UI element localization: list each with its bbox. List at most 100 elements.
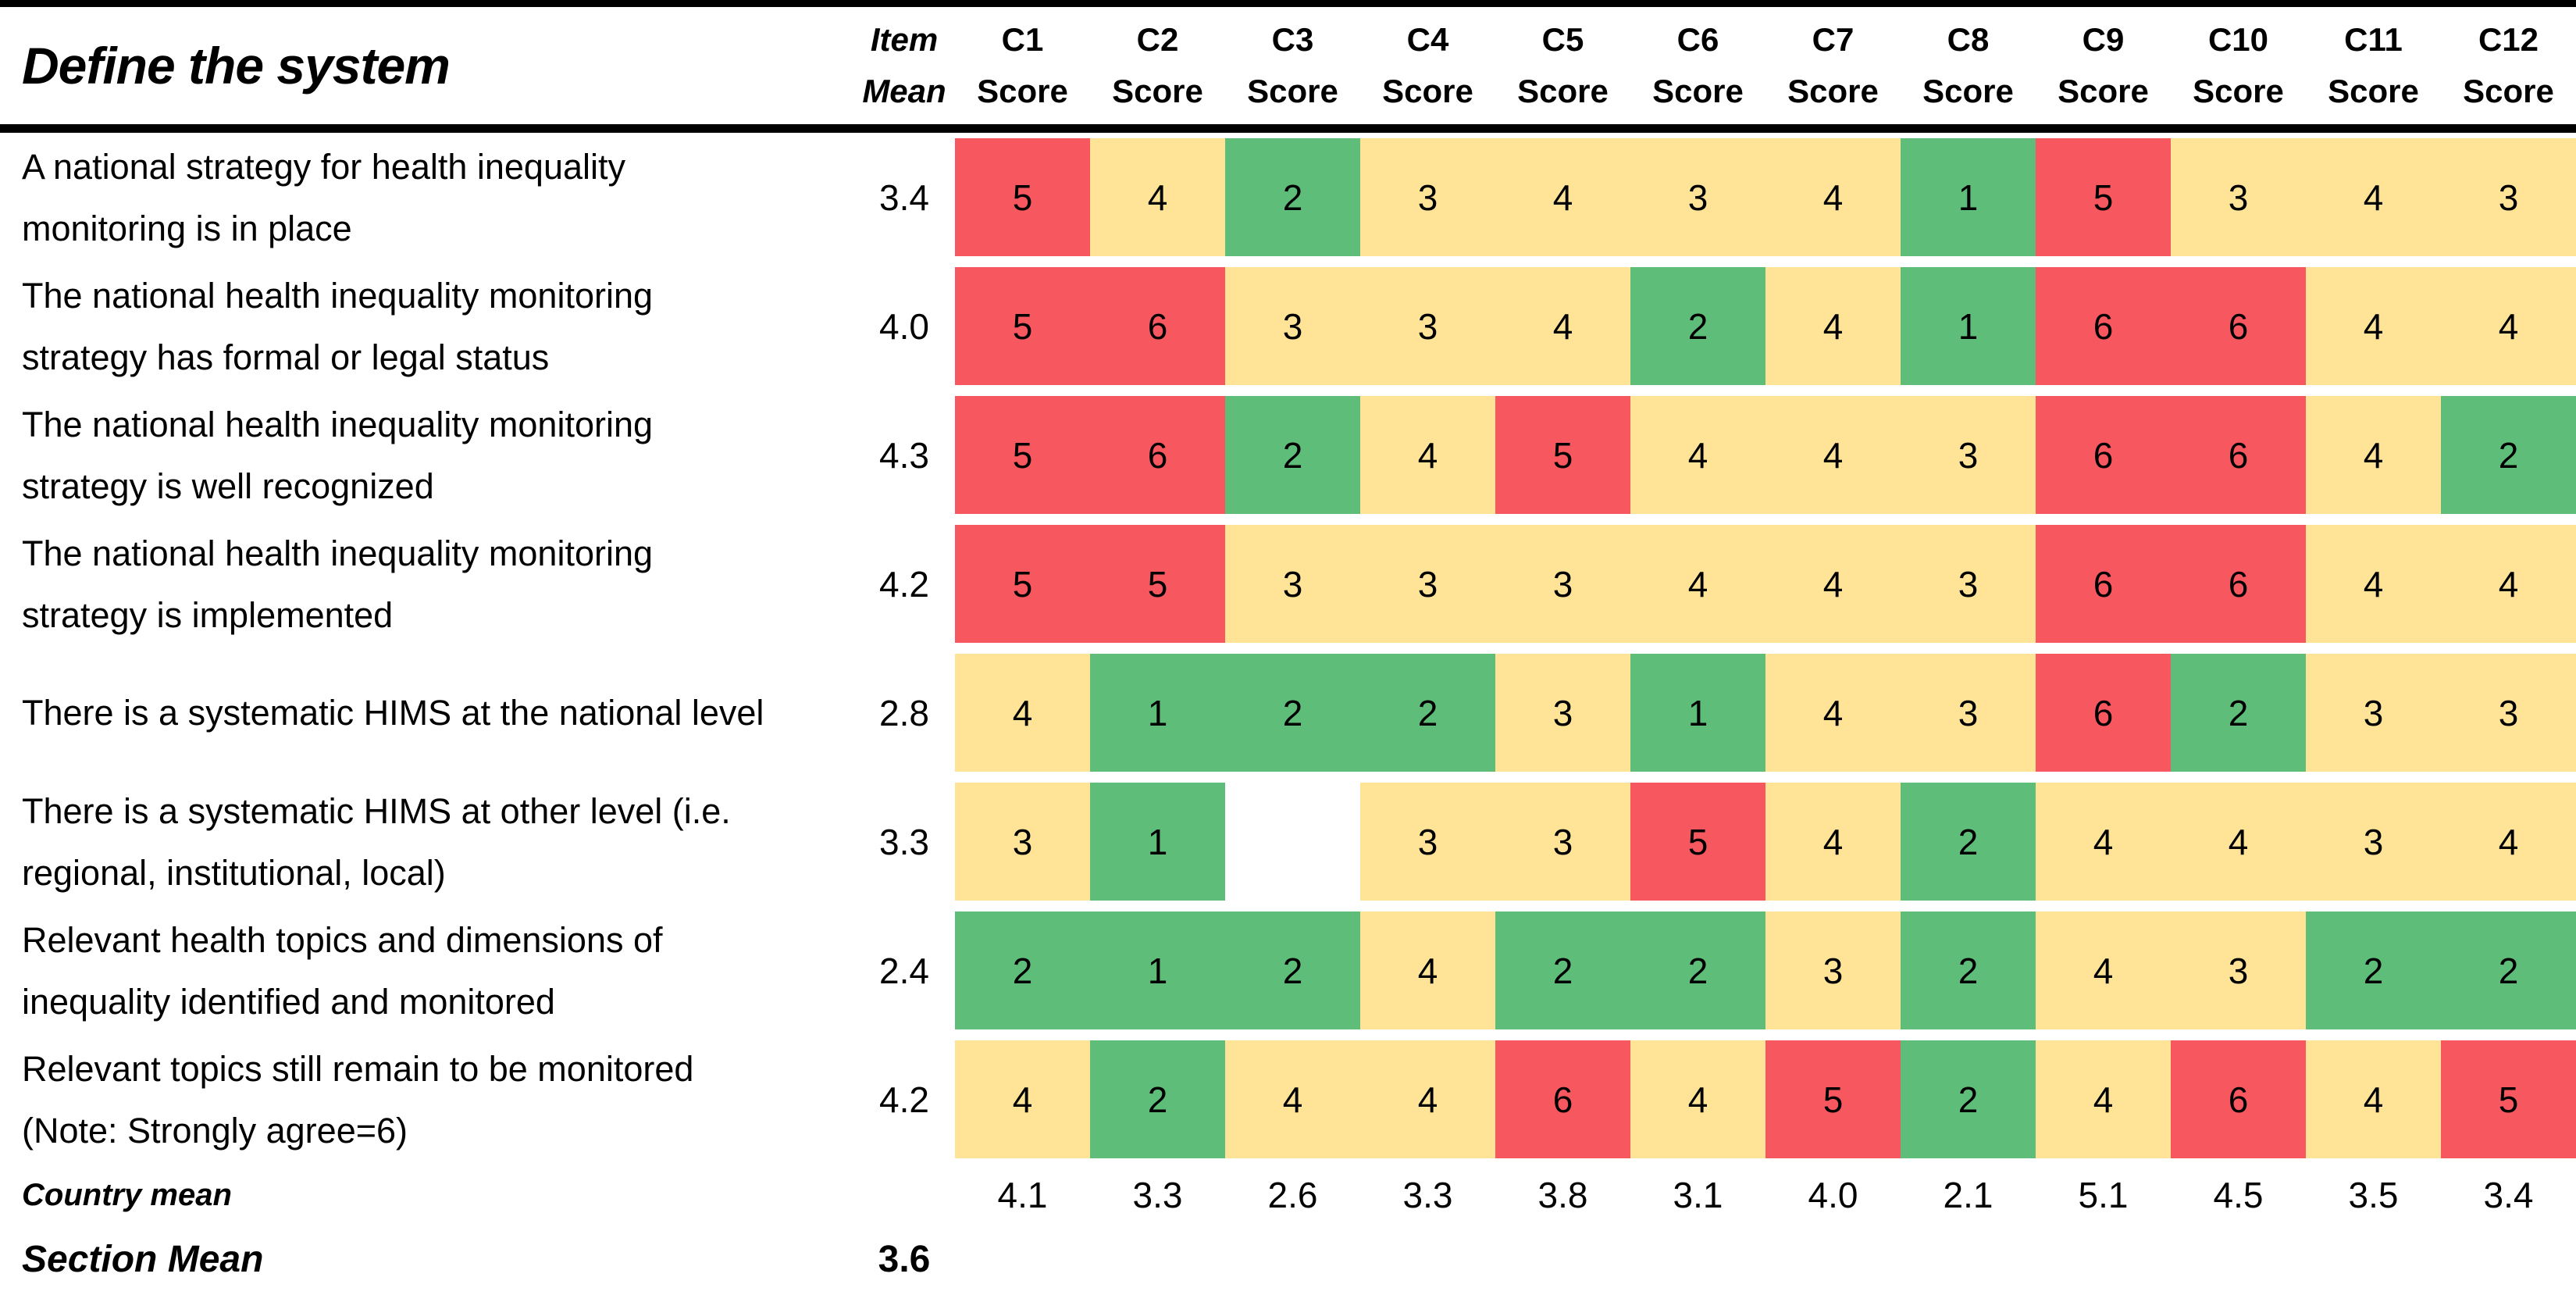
section-mean-label: Section Mean <box>22 1238 264 1280</box>
item-label: The national health inequality monitorin… <box>22 275 654 377</box>
score-value: 4 <box>1360 911 1495 1029</box>
column-header-c12: C12 Score <box>2441 7 2576 124</box>
column-header-c8: C8 Score <box>1901 7 2036 124</box>
score-value: 3 <box>1360 525 1495 643</box>
score-value: 4 <box>1225 1040 1360 1158</box>
score-value: 4 <box>1630 525 1765 643</box>
score-cell-c11: 2 <box>2306 906 2441 1035</box>
column-header-c11: C11 Score <box>2306 7 2441 124</box>
score-cell-c7: 4 <box>1765 133 1901 262</box>
score-cell-c12: 3 <box>2441 133 2576 262</box>
score-value: 3 <box>2441 138 2576 256</box>
score-value: 5 <box>1495 396 1630 514</box>
country-mean-empty-cell <box>853 1164 955 1226</box>
item-label: A national strategy for health inequalit… <box>22 146 625 248</box>
score-cell-c6: 2 <box>1630 906 1765 1035</box>
score-value: 3 <box>2171 911 2306 1029</box>
column-sublabel: Score <box>2058 73 2149 109</box>
country-mean-label: Country mean <box>22 1177 232 1212</box>
score-cell-c9: 6 <box>2036 391 2171 519</box>
score-cell-c9: 4 <box>2036 1035 2171 1164</box>
item-row: The national health inequality monitorin… <box>0 519 2576 648</box>
score-value: 4 <box>1765 267 1901 385</box>
score-cell-c11: 4 <box>2306 519 2441 648</box>
score-value: 6 <box>2036 396 2171 514</box>
score-cell-c6: 4 <box>1630 391 1765 519</box>
score-cell-c6: 4 <box>1630 1035 1765 1164</box>
item-label: The national health inequality monitorin… <box>22 404 654 506</box>
score-cell-c7: 5 <box>1765 1035 1901 1164</box>
score-cell-c3: 2 <box>1225 391 1360 519</box>
score-value: 3 <box>2441 654 2576 772</box>
score-value: 4 <box>2306 267 2441 385</box>
country-mean-c11: 3.5 <box>2348 1175 2399 1215</box>
score-cell-c9: 6 <box>2036 519 2171 648</box>
score-value: 2 <box>1630 911 1765 1029</box>
column-sublabel: Score <box>2463 73 2554 109</box>
score-value: 4 <box>2306 138 2441 256</box>
score-cell-c6: 5 <box>1630 777 1765 906</box>
column-id: C6 <box>1676 21 1719 58</box>
score-cell-c7: 4 <box>1765 519 1901 648</box>
score-cell-c3: 4 <box>1225 1035 1360 1164</box>
item-mean-value: 4.3 <box>879 434 929 476</box>
score-value: 3 <box>1901 525 2036 643</box>
item-mean-value: 4.0 <box>879 305 929 347</box>
score-value: 4 <box>1630 396 1765 514</box>
score-cell-c8: 3 <box>1901 519 2036 648</box>
score-value: 1 <box>1090 911 1225 1029</box>
country-mean-c8: 2.1 <box>1943 1175 1993 1215</box>
country-mean-c9: 5.1 <box>2078 1175 2129 1215</box>
score-value: 3 <box>1495 654 1630 772</box>
column-header-c4: C4 Score <box>1360 7 1495 124</box>
score-cell-c9: 6 <box>2036 648 2171 777</box>
score-value: 3 <box>2171 138 2306 256</box>
score-value: 6 <box>2036 525 2171 643</box>
column-sublabel: Score <box>2328 73 2419 109</box>
score-cell-c1: 2 <box>955 906 1090 1035</box>
score-cell-c2: 5 <box>1090 519 1225 648</box>
score-cell-c9: 6 <box>2036 262 2171 391</box>
score-value: 4 <box>955 654 1090 772</box>
score-cell-c5: 5 <box>1495 391 1630 519</box>
column-id: C1 <box>1001 21 1044 58</box>
score-cell-c12: 2 <box>2441 906 2576 1035</box>
score-cell-c3: 2 <box>1225 648 1360 777</box>
country-mean-c12: 3.4 <box>2483 1175 2534 1215</box>
score-cell-c12: 4 <box>2441 777 2576 906</box>
column-sublabel: Score <box>1787 73 1879 109</box>
score-cell-c8: 2 <box>1901 777 2036 906</box>
country-mean-c1: 4.1 <box>997 1175 1048 1215</box>
column-header-c7: C7 Score <box>1765 7 1901 124</box>
score-value: 2 <box>1901 1040 2036 1158</box>
item-row: There is a systematic HIMS at the nation… <box>0 648 2576 777</box>
item-mean-header-line1: Item <box>870 21 939 58</box>
score-cell-c11: 4 <box>2306 262 2441 391</box>
column-id: C11 <box>2344 21 2403 58</box>
score-cell-c7: 4 <box>1765 648 1901 777</box>
item-row: Relevant topics still remain to be monit… <box>0 1035 2576 1164</box>
score-cell-c12: 4 <box>2441 262 2576 391</box>
score-cell-c4: 3 <box>1360 133 1495 262</box>
score-value: 2 <box>955 911 1090 1029</box>
score-value: 4 <box>1495 267 1630 385</box>
score-value: 6 <box>2171 525 2306 643</box>
score-cell-c4: 3 <box>1360 777 1495 906</box>
score-cell-c3: 3 <box>1225 519 1360 648</box>
score-value: 4 <box>1090 138 1225 256</box>
score-cell-c6: 2 <box>1630 262 1765 391</box>
score-value: 5 <box>2441 1040 2576 1158</box>
country-mean-c6: 3.1 <box>1673 1175 1723 1215</box>
score-cell-c8: 3 <box>1901 648 2036 777</box>
score-cell-c5: 2 <box>1495 906 1630 1035</box>
column-sublabel: Score <box>1112 73 1203 109</box>
column-id: C8 <box>1947 21 1990 58</box>
column-header-c9: C9 Score <box>2036 7 2171 124</box>
score-value: 3 <box>1765 911 1901 1029</box>
column-header-c5: C5 Score <box>1495 7 1630 124</box>
item-row: There is a systematic HIMS at other leve… <box>0 777 2576 906</box>
score-value: 3 <box>1901 396 2036 514</box>
score-cell-c7: 4 <box>1765 777 1901 906</box>
score-cell-c2: 4 <box>1090 133 1225 262</box>
score-value: 3 <box>1360 267 1495 385</box>
